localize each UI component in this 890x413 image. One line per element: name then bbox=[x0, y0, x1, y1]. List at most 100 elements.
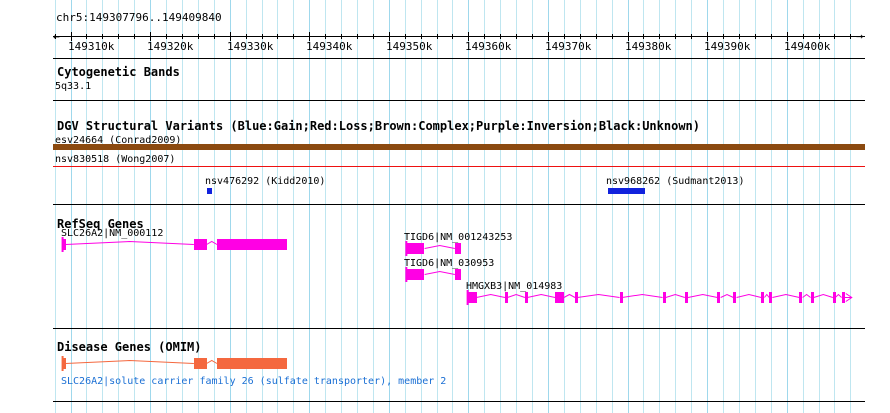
ruler-minor-tick bbox=[771, 34, 772, 39]
ruler-major-tick bbox=[150, 32, 151, 41]
gene-label: TIGD6|NM_030953 bbox=[404, 258, 495, 269]
ruler-minor-tick bbox=[723, 34, 724, 39]
ruler-minor-tick bbox=[516, 34, 517, 39]
track-title-dgv: DGV Structural Variants (Blue:Gain;Red:L… bbox=[57, 119, 700, 133]
ruler-major-tick bbox=[628, 32, 629, 41]
ruler-minor-tick bbox=[357, 34, 358, 39]
ruler-minor-tick bbox=[452, 34, 453, 39]
ruler-tick-label: 149380k bbox=[625, 40, 672, 53]
ruler-minor-tick bbox=[277, 34, 278, 39]
ruler-minor-tick bbox=[612, 34, 613, 39]
exon-block[interactable] bbox=[217, 239, 287, 250]
ruler-minor-tick bbox=[293, 34, 294, 39]
exon-block[interactable] bbox=[505, 292, 508, 303]
ruler-minor-tick bbox=[55, 34, 56, 39]
ruler-minor-tick bbox=[596, 34, 597, 39]
ruler-major-tick bbox=[71, 32, 72, 41]
ruler-major-tick bbox=[309, 32, 310, 41]
ruler-minor-tick bbox=[564, 34, 565, 39]
exon-block[interactable] bbox=[525, 292, 528, 303]
ruler-tick-label: 149330k bbox=[227, 40, 274, 53]
dgv-feature-bar-nsv476292[interactable] bbox=[207, 188, 212, 194]
ruler-major-tick bbox=[707, 32, 708, 41]
ruler-major-tick bbox=[548, 32, 549, 41]
exon-block[interactable] bbox=[455, 243, 461, 254]
exon-block[interactable] bbox=[555, 292, 564, 303]
dgv-feature-label-esv24664: esv24664 (Conrad2009) bbox=[55, 135, 182, 146]
ruler-minor-tick bbox=[739, 34, 740, 39]
ruler-major-tick bbox=[468, 32, 469, 41]
exon-block[interactable] bbox=[717, 292, 720, 303]
gene-label: SLC26A2|NM_000112 bbox=[61, 228, 164, 239]
ruler-minor-tick bbox=[755, 34, 756, 39]
exon-block[interactable] bbox=[217, 358, 287, 369]
exon-block[interactable] bbox=[685, 292, 688, 303]
exon-block[interactable] bbox=[575, 292, 578, 303]
ruler-tick-label: 149400k bbox=[784, 40, 831, 53]
track-title-cytogenetic: Cytogenetic Bands bbox=[57, 65, 180, 79]
exon-block[interactable] bbox=[455, 269, 461, 280]
exon-block[interactable] bbox=[733, 292, 736, 303]
separator-refseq bbox=[53, 328, 865, 329]
gene-label: SLC26A2|solute carrier family 26 (sulfat… bbox=[61, 376, 447, 387]
exon-block[interactable] bbox=[194, 239, 207, 250]
ruler-major-tick bbox=[230, 32, 231, 41]
ruler-tick-label: 149310k bbox=[68, 40, 115, 53]
exon-block[interactable] bbox=[63, 358, 66, 369]
exon-block[interactable] bbox=[769, 292, 772, 303]
exon-block[interactable] bbox=[833, 292, 836, 303]
exon-block[interactable] bbox=[842, 292, 845, 303]
ruler-tick-label: 149320k bbox=[147, 40, 194, 53]
exon-block[interactable] bbox=[194, 358, 207, 369]
ruler-minor-tick bbox=[675, 34, 676, 39]
ruler-minor-tick bbox=[834, 34, 835, 39]
ruler-minor-tick bbox=[850, 34, 851, 39]
dgv-feature-bar-nsv968262[interactable] bbox=[608, 188, 645, 194]
separator-dgv bbox=[53, 204, 865, 205]
ruler-minor-tick bbox=[182, 34, 183, 39]
gene-label: TIGD6|NM_001243253 bbox=[404, 232, 513, 243]
ruler-tick-label: 149340k bbox=[306, 40, 353, 53]
ruler-minor-tick bbox=[102, 34, 103, 39]
exon-block[interactable] bbox=[63, 239, 66, 250]
ruler-minor-tick bbox=[262, 34, 263, 39]
exon-block[interactable] bbox=[799, 292, 802, 303]
cytoband-label: 5q33.1 bbox=[55, 81, 92, 92]
ruler-minor-tick bbox=[659, 34, 660, 39]
region-coordinate-label: chr5:149307796..149409840 bbox=[56, 11, 222, 24]
dgv-feature-bar-esv24664[interactable] bbox=[53, 144, 865, 150]
track-title-refseq: RefSeq Genes bbox=[57, 217, 144, 231]
dgv-feature-bar-nsv830518[interactable] bbox=[53, 166, 865, 167]
ruler-tick-label: 149360k bbox=[465, 40, 512, 53]
exon-block[interactable] bbox=[406, 269, 424, 280]
separator-omim bbox=[53, 401, 865, 402]
ruler-minor-tick bbox=[373, 34, 374, 39]
ruler-minor-tick bbox=[198, 34, 199, 39]
dgv-feature-label-nsv830518: nsv830518 (Wong2007) bbox=[55, 154, 176, 165]
ruler-minor-tick bbox=[118, 34, 119, 39]
exon-block[interactable] bbox=[406, 243, 424, 254]
ruler-minor-tick bbox=[484, 34, 485, 39]
dgv-feature-label-nsv476292: nsv476292 (Kidd2010) bbox=[205, 176, 326, 187]
dgv-feature-label-nsv968262: nsv968262 (Sudmant2013) bbox=[606, 176, 745, 187]
ruler-tick-label: 149390k bbox=[704, 40, 751, 53]
ruler-major-tick bbox=[787, 32, 788, 41]
ruler-minor-tick bbox=[691, 34, 692, 39]
ruler-minor-tick bbox=[532, 34, 533, 39]
ruler-minor-tick bbox=[246, 34, 247, 39]
gene-label: HMGXB3|NM_014983 bbox=[466, 281, 563, 292]
ruler-minor-tick bbox=[819, 34, 820, 39]
exon-block[interactable] bbox=[663, 292, 666, 303]
exon-block[interactable] bbox=[811, 292, 814, 303]
exon-block[interactable] bbox=[761, 292, 764, 303]
ruler-minor-tick bbox=[134, 34, 135, 39]
exon-block[interactable] bbox=[620, 292, 623, 303]
separator-ruler bbox=[53, 58, 865, 59]
ruler-minor-tick bbox=[580, 34, 581, 39]
ruler-major-tick bbox=[389, 32, 390, 41]
exon-block[interactable] bbox=[468, 292, 477, 303]
ruler-minor-tick bbox=[214, 34, 215, 39]
ruler-minor-tick bbox=[437, 34, 438, 39]
